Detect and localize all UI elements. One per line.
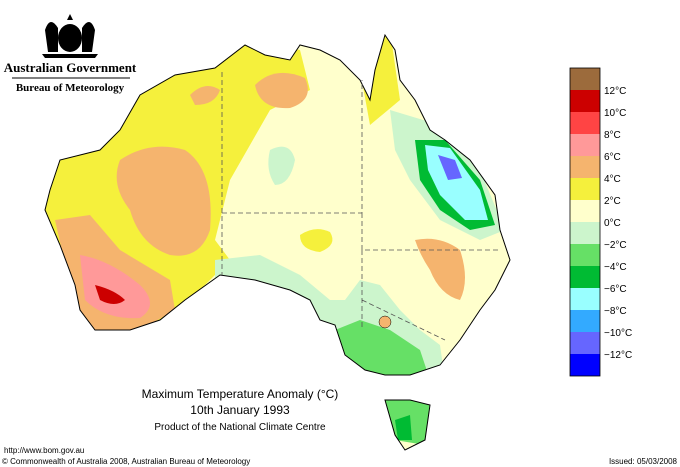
legend-label: 6°C xyxy=(604,152,621,163)
legend-label: 12°C xyxy=(604,86,626,97)
map-credit: Product of the National Climate Centre xyxy=(154,422,326,433)
legend-label: −2°C xyxy=(604,240,627,251)
footer-issued: Issued: 05/03/2008 xyxy=(609,457,678,466)
map-title: Maximum Temperature Anomaly (°C) xyxy=(142,387,339,401)
coat-of-arms xyxy=(42,14,98,58)
bureau: Bureau of Meteorology xyxy=(16,82,125,94)
coastline xyxy=(44,33,511,451)
footer-url: http://www.bom.gov.au xyxy=(4,446,84,455)
footer-copyright: © Commonwealth of Australia 2008, Austra… xyxy=(2,457,250,466)
legend-label: 2°C xyxy=(604,196,621,207)
legend-label: −12°C xyxy=(604,350,632,361)
legend: 12°C 10°C 8°C 6°C 4°C 2°C 0°C −2°C −4°C −6°C −8°C −… xyxy=(569,67,632,377)
legend-label: −8°C xyxy=(604,306,627,317)
government: Australian Government xyxy=(4,60,137,75)
legend-label: 8°C xyxy=(604,130,621,141)
legend-label: 10°C xyxy=(604,108,626,119)
legend-label: −10°C xyxy=(604,328,632,339)
legend-label: 4°C xyxy=(604,174,621,185)
legend-label: 0°C xyxy=(604,218,621,229)
legend-label: −6°C xyxy=(604,284,627,295)
map-date: 10th January 1993 xyxy=(190,403,290,417)
legend-label: −4°C xyxy=(604,262,627,273)
state-borders xyxy=(221,72,500,341)
